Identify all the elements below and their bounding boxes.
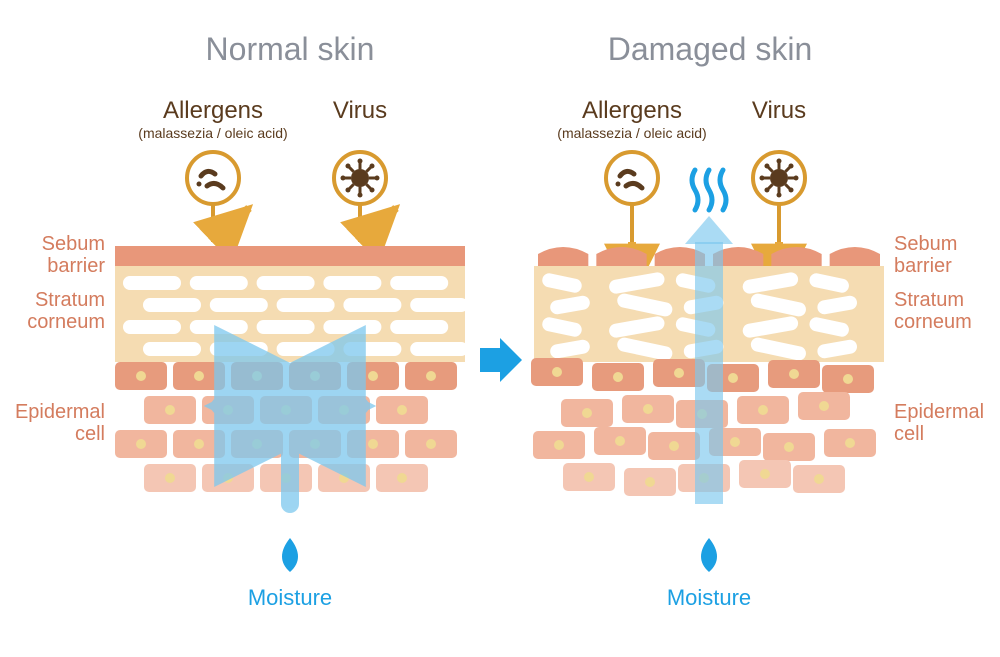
moisture-label-normal: Moisture [248,585,332,610]
sebum-normal [115,246,465,266]
label-sebum-left: Sebumbarrier [42,233,106,277]
moisture-flow-damaged [695,242,723,504]
virus-heading-normal: Virus [333,97,387,124]
allergens-heading-normal: Allergens [163,97,263,124]
moisture-arrowhead-damaged [685,216,733,244]
moisture-drop-damaged [701,538,717,572]
evaporation-icon-damaged [692,170,726,210]
virus-heading-damaged: Virus [752,97,806,124]
label-stratum-right: Stratumcorneum [894,289,972,333]
label-stratum-left: Stratumcorneum [27,289,105,333]
virus-glyph-normal [341,159,380,198]
allergens-sub-normal: (malassezia / oleic acid) [138,125,287,141]
moisture-drop-normal [282,538,298,572]
label-cell-right: Epidermalcell [894,401,984,445]
virus-bounce-normal [360,208,396,242]
allergens-heading-damaged: Allergens [582,97,682,124]
label-cell-left: Epidermalcell [15,401,105,445]
moisture-label-damaged: Moisture [667,585,751,610]
virus-glyph-damaged [760,159,799,198]
allergen-icon-damaged [606,152,658,204]
allergen-bounce-normal [213,208,249,242]
title-damaged: Damaged skin [608,31,813,67]
allergen-icon-normal [187,152,239,204]
title-normal: Normal skin [206,31,375,67]
transition-arrow-icon [480,338,522,382]
allergens-sub-damaged: (malassezia / oleic acid) [557,125,706,141]
label-sebum-right: Sebumbarrier [894,233,957,277]
